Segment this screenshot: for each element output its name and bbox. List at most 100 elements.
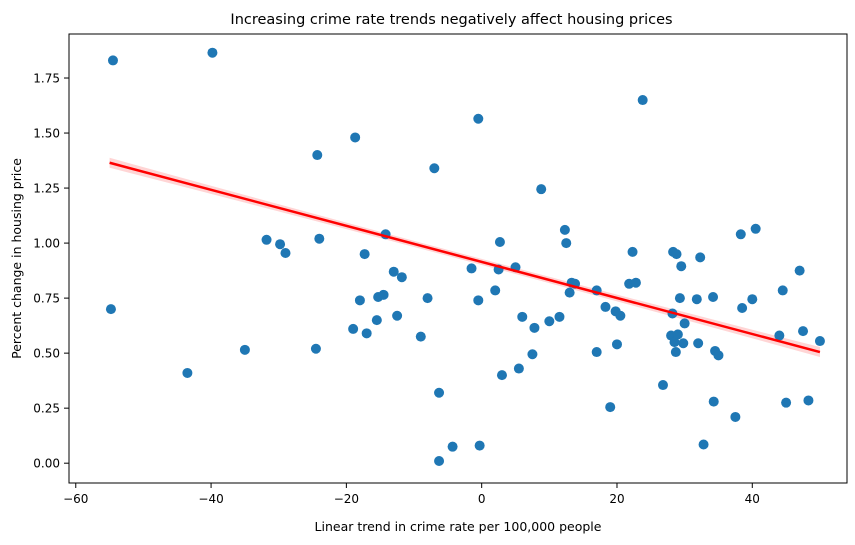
data-point (735, 229, 746, 240)
data-point (388, 266, 399, 277)
data-point (527, 349, 538, 360)
y-axis-label: Percent change in housing price (9, 158, 24, 359)
data-point (517, 311, 528, 322)
x-tick-label: 40 (745, 492, 760, 506)
data-point (600, 301, 611, 312)
data-point (350, 132, 361, 143)
data-point (698, 439, 709, 450)
data-point (670, 347, 681, 358)
data-point (611, 339, 622, 350)
data-point (466, 263, 477, 274)
y-tick-label: 1.50 (33, 127, 60, 141)
points-layer (105, 47, 825, 466)
data-point (747, 294, 758, 305)
data-point (490, 285, 501, 296)
data-point (559, 224, 570, 235)
data-point (814, 336, 825, 347)
data-point (422, 293, 433, 304)
data-point (396, 272, 407, 283)
data-point (674, 293, 685, 304)
data-point (310, 343, 321, 354)
data-point (630, 277, 641, 288)
data-point (679, 318, 690, 329)
y-tick-label: 0.25 (33, 402, 60, 416)
data-point (708, 396, 719, 407)
data-point (359, 249, 370, 260)
data-point (544, 316, 555, 327)
data-point (513, 363, 524, 374)
x-tick-label: −60 (63, 492, 88, 506)
data-point (803, 395, 814, 406)
chart-title: Increasing crime rate trends negatively … (230, 12, 672, 28)
regression-layer (109, 161, 821, 354)
data-point (627, 246, 638, 257)
data-point (798, 326, 809, 337)
data-point (182, 367, 193, 378)
data-point (275, 239, 286, 250)
y-axis: 0.00 0.25 0.50 0.75 1.00 1.25 1.50 1.75 (33, 72, 69, 471)
data-point (561, 238, 572, 249)
data-point (730, 411, 741, 422)
data-point (536, 184, 547, 195)
data-point (564, 287, 575, 298)
data-point (473, 295, 484, 306)
data-point (348, 323, 359, 334)
data-point (105, 304, 116, 315)
data-point (637, 95, 648, 106)
data-point (695, 252, 706, 263)
data-point (434, 387, 445, 398)
data-point (669, 337, 680, 348)
data-point (207, 47, 218, 58)
data-point (429, 163, 440, 174)
y-tick-label: 0.00 (33, 457, 60, 471)
data-point (312, 150, 323, 161)
data-point (239, 344, 250, 355)
data-point (671, 249, 682, 260)
data-point (529, 322, 540, 333)
data-point (657, 380, 668, 391)
y-tick-label: 1.00 (33, 237, 60, 251)
data-point (474, 440, 485, 451)
data-point (280, 247, 291, 258)
data-point (693, 338, 704, 349)
x-tick-label: 20 (609, 492, 624, 506)
data-point (371, 315, 382, 326)
data-point (713, 350, 724, 361)
data-point (708, 292, 719, 303)
x-tick-label: −20 (334, 492, 359, 506)
data-point (554, 311, 565, 322)
data-point (781, 397, 792, 408)
data-point (591, 347, 602, 358)
data-point (415, 331, 426, 342)
data-point (774, 330, 785, 341)
y-tick-label: 0.50 (33, 347, 60, 361)
data-point (615, 310, 626, 321)
data-point (314, 233, 325, 244)
data-point (107, 55, 118, 66)
y-tick-label: 1.25 (33, 182, 60, 196)
data-point (737, 303, 748, 314)
x-axis-label: Linear trend in crime rate per 100,000 p… (315, 519, 602, 534)
y-tick-label: 0.75 (33, 292, 60, 306)
data-point (676, 261, 687, 272)
data-point (473, 113, 484, 124)
data-point (447, 441, 458, 452)
data-point (750, 223, 761, 234)
data-point (354, 295, 365, 306)
x-axis: −60 −40 −20 0 20 40 (63, 483, 760, 506)
x-tick-label: 0 (478, 492, 486, 506)
data-point (672, 329, 683, 340)
data-point (678, 338, 689, 349)
data-point (434, 455, 445, 466)
data-point (392, 310, 403, 321)
regression-line (109, 161, 821, 354)
data-point (378, 289, 389, 300)
data-point (691, 294, 702, 305)
data-point (605, 402, 616, 413)
y-tick-label: 1.75 (33, 72, 60, 86)
x-tick-label: −40 (198, 492, 223, 506)
data-point (261, 234, 272, 245)
data-point (494, 236, 505, 247)
data-point (496, 370, 507, 381)
